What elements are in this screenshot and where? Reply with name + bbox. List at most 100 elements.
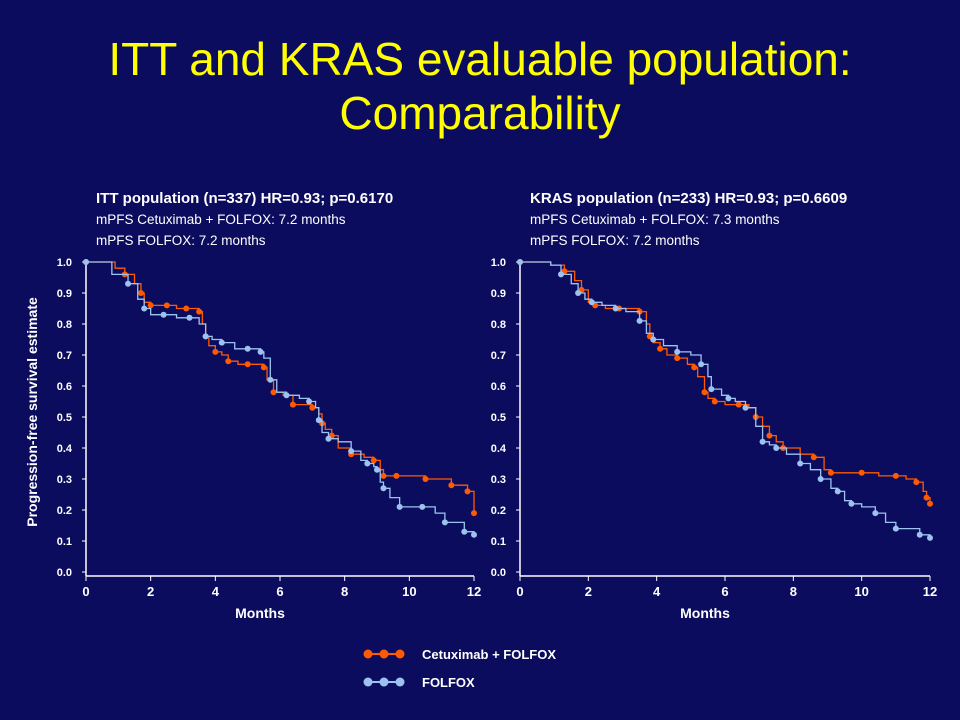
itt-folfox-point	[125, 280, 132, 287]
kras-cetuximab-point	[735, 401, 742, 408]
itt-cetuximab-point	[196, 308, 203, 315]
kras-folfox-point	[575, 290, 582, 296]
itt-folfox-point	[471, 531, 477, 538]
kras-y-tick-label: 0.7	[491, 350, 506, 362]
legend-dot	[379, 677, 389, 687]
kras-cetuximab-point	[892, 472, 899, 479]
itt-folfox-point	[202, 333, 209, 340]
kras-x-tick-label: 12	[923, 584, 937, 599]
itt-panel-heading: ITT population (n=337) HR=0.93; p=0.6170…	[96, 188, 536, 251]
kras-cetuximab-point	[913, 479, 920, 486]
kras-panel-heading: KRAS population (n=233) HR=0.93; p=0.660…	[530, 188, 960, 251]
kras-folfox-point	[674, 348, 681, 355]
kras-mpfs-cetuximab: mPFS Cetuximab + FOLFOX: 7.3 months	[530, 212, 780, 227]
kras-cetuximab-point	[674, 355, 681, 362]
itt-cetuximab-point	[422, 476, 429, 482]
itt-x-tick-label: 10	[402, 584, 416, 599]
itt-cetuximab-point	[464, 488, 471, 495]
kras-cetuximab-point	[858, 469, 865, 476]
kras-plot: 0.0 0.1 0.2 0.3 0.4 0.5 0.6 0.7 0.8 0.9 1.0 0 2 4 6 8 10…	[491, 257, 938, 621]
kras-folfox-point	[872, 510, 879, 517]
itt-y-tick-label: 0.4	[57, 443, 73, 455]
itt-x-tick-label: 2	[147, 584, 154, 599]
kras-folfox-point	[742, 404, 749, 411]
kras-folfox-point	[725, 395, 732, 402]
legend-label-folfox: FOLFOX	[422, 674, 475, 690]
kras-y-tick-label: 0.9	[491, 288, 506, 300]
legend-label-cetuximab: Cetuximab + FOLFOX	[422, 646, 556, 662]
kras-y-tick-label: 0.6	[491, 381, 506, 393]
itt-cetuximab-point	[448, 482, 455, 489]
kras-y-tick-label: 0.5	[491, 412, 506, 424]
itt-cetuximab-point	[393, 472, 400, 479]
itt-cetuximab-point	[137, 290, 144, 296]
itt-folfox-point	[218, 339, 225, 346]
kras-cetuximab-point	[766, 432, 773, 439]
itt-cetuximab-point	[471, 510, 477, 517]
itt-cetuximab-point	[183, 305, 190, 312]
itt-y-tick-label: 1.0	[57, 257, 72, 269]
itt-folfox-point	[348, 448, 355, 455]
itt-x-tick-label: 4	[212, 584, 220, 599]
itt-folfox-point	[186, 314, 193, 321]
kras-folfox-point	[773, 445, 780, 451]
kras-folfox-point	[834, 488, 841, 495]
kras-x-tick-label: 8	[790, 584, 797, 599]
itt-folfox-point	[315, 417, 322, 424]
itt-x-axis-title: Months	[235, 605, 285, 621]
itt-heading: ITT population (n=337) HR=0.93; p=0.6170	[96, 190, 394, 207]
kras-folfox-point	[517, 259, 523, 265]
kras-y-tick-label: 0.8	[491, 319, 506, 331]
kras-cetuximab-point	[927, 500, 933, 507]
kras-y-tick-label: 0.3	[491, 474, 506, 486]
kras-y-tick-label: 0.2	[491, 505, 506, 517]
itt-y-tick-label: 0.5	[57, 412, 72, 424]
kras-x-tick-label: 10	[854, 584, 868, 599]
slide-title: ITT and KRAS evaluable population: Compa…	[0, 32, 960, 140]
legend-dot	[395, 649, 405, 659]
itt-cetuximab-point	[225, 358, 232, 365]
itt-folfox-point	[257, 348, 264, 355]
itt-plot: 0.0 0.1 0.2 0.3 0.4 0.5 0.6 0.7 0.8 0.9 1.0 0 2 4 6 8 10…	[57, 257, 482, 621]
itt-cetuximab-point	[260, 364, 267, 371]
legend-item-cetuximab: Cetuximab + FOLFOX	[362, 640, 556, 668]
kras-cetuximab-point	[923, 494, 930, 501]
kras-folfox-point	[650, 336, 657, 343]
itt-folfox-point	[396, 503, 403, 510]
kras-folfox-point	[848, 500, 855, 507]
kras-y-tick-label: 0.1	[491, 536, 506, 548]
itt-folfox-point	[244, 345, 251, 352]
itt-cetuximab-point	[289, 401, 296, 408]
kras-mpfs-folfox: mPFS FOLFOX: 7.2 months	[530, 233, 700, 248]
itt-cetuximab-point	[244, 361, 251, 368]
itt-y-tick-label: 0.0	[57, 567, 72, 579]
itt-folfox-curve	[86, 261, 475, 535]
itt-y-tick-label: 0.1	[57, 536, 72, 548]
kras-cetuximab-point	[711, 398, 718, 405]
itt-folfox-point	[374, 466, 380, 473]
kras-folfox-point	[916, 531, 923, 538]
itt-folfox-point	[267, 376, 274, 383]
itt-folfox-point	[461, 528, 468, 535]
kras-folfox-point	[892, 525, 899, 532]
legend-swatch-cetuximab	[363, 649, 405, 659]
slide-title-line-2: Comparability	[339, 87, 621, 139]
itt-x-tick-label: 6	[276, 584, 283, 599]
kras-y-tick-label: 0.4	[491, 443, 507, 455]
kras-folfox-point	[927, 534, 933, 541]
legend-dot	[379, 649, 389, 659]
itt-cetuximab-point	[380, 472, 387, 479]
kras-y-tick-label: 0.0	[491, 567, 506, 579]
kras-folfox-point	[698, 361, 705, 368]
itt-folfox-point	[283, 392, 290, 399]
legend: Cetuximab + FOLFOX FOLFOX	[362, 640, 556, 696]
kras-folfox-point	[612, 305, 619, 312]
itt-folfox-point	[325, 435, 332, 442]
itt-folfox-point	[141, 305, 148, 312]
legend-dot	[363, 649, 373, 659]
itt-folfox-point	[160, 311, 167, 318]
kras-heading: KRAS population (n=233) HR=0.93; p=0.660…	[530, 190, 848, 207]
itt-y-tick-label: 0.6	[57, 381, 72, 393]
legend-dot	[363, 677, 373, 687]
